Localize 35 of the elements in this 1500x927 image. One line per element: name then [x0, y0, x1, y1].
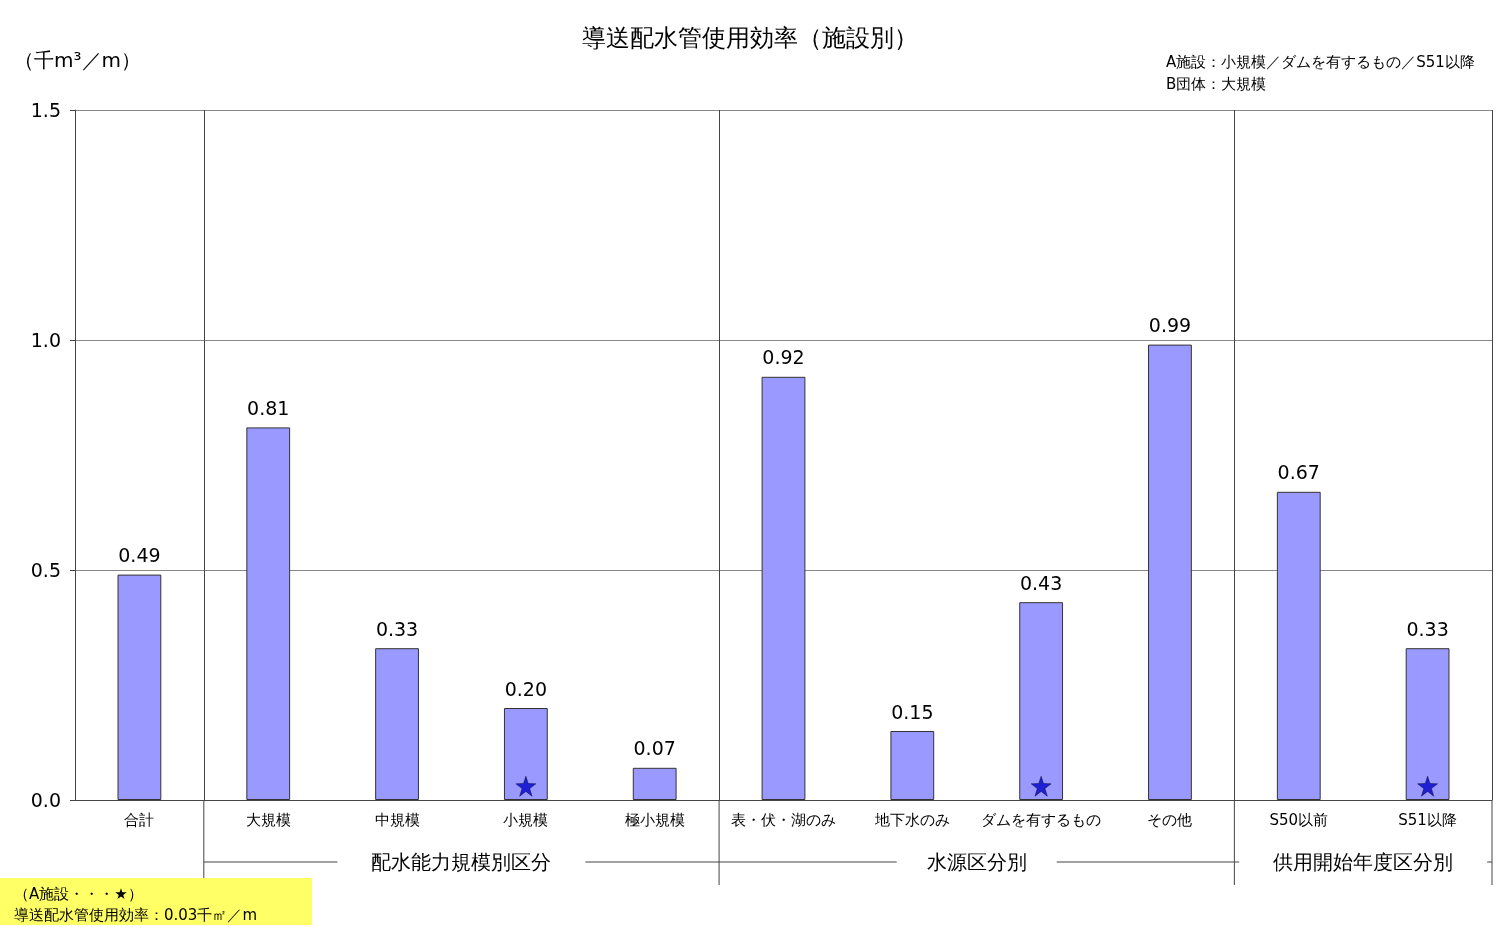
text: 0.43 [1019, 571, 1063, 594]
x-tick-label: 合計 [124, 810, 155, 829]
x-tick-label: 大規模 [245, 810, 291, 829]
text: 0.15 [891, 700, 934, 723]
text: 導送配水管使用効率：0.03千㎡／m [14, 905, 258, 924]
text: 0.33 [375, 617, 419, 640]
x-tick-label: ダムを有するもの [981, 810, 1102, 829]
x-tick-label: 極小規模 [624, 810, 685, 829]
text: 0.20 [504, 677, 548, 700]
text: 0.92 [762, 346, 805, 369]
y-tick-label: 0.0 [30, 789, 61, 811]
text: 0.67 [1277, 461, 1320, 484]
x-tick-label: 表・伏・湖のみ [731, 810, 836, 829]
text: 0.49 [118, 544, 161, 567]
x-tick-label: 地下水のみ [873, 810, 950, 829]
text: 0.81 [247, 396, 290, 419]
text: 配水能力規模別区分 [371, 850, 552, 874]
x-tick-label: 小規模 [503, 810, 549, 829]
text: 水源区分別 [926, 850, 1027, 874]
text: 0.33 [1406, 617, 1449, 640]
text: （A施設・・・★） [14, 884, 143, 903]
y-axis-title: （千m³／m） [14, 48, 141, 72]
text: 0.07 [633, 737, 676, 760]
text: A施設：小規模／ダムを有するもの／S51以降 [1166, 52, 1475, 71]
y-tick-label: 0.5 [30, 559, 61, 581]
chart-title: 導送配水管使用効率（施設別） [582, 24, 918, 52]
x-tick-label: その他 [1147, 810, 1193, 829]
y-tick-label: 1.0 [30, 329, 61, 351]
text: B団体：大規模 [1166, 74, 1267, 93]
x-tick-label: S51以降 [1398, 810, 1457, 829]
y-tick-label: 1.5 [30, 99, 61, 121]
x-tick-label: S50以前 [1269, 810, 1329, 829]
x-tick-label: 中規模 [374, 810, 420, 829]
text: 0.99 [1148, 314, 1192, 337]
text: 供用開始年度区分別 [1273, 850, 1454, 874]
